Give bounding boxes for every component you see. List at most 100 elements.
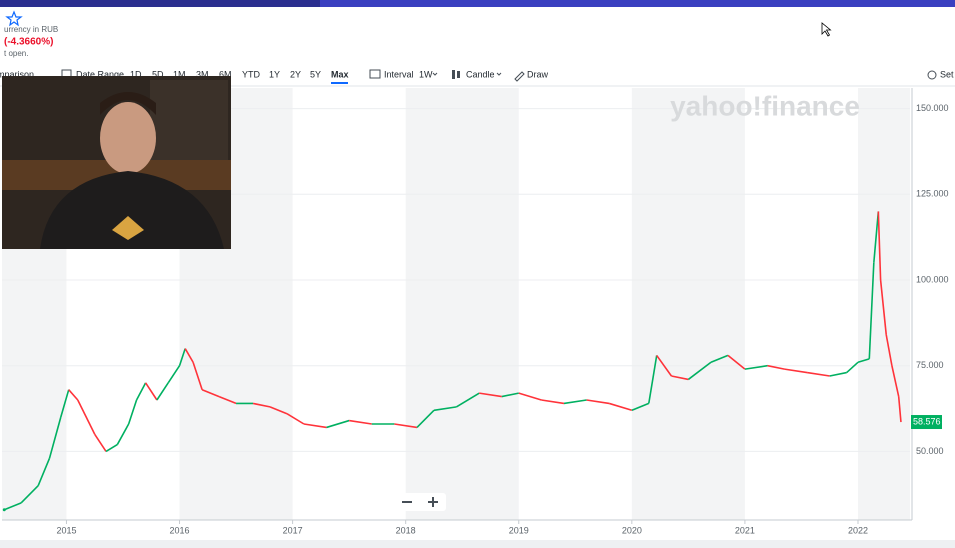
chevron: [496, 72, 502, 76]
y-tick-label: 125.000: [916, 189, 949, 199]
draw-icon: [514, 71, 525, 82]
price-segment: [218, 395, 237, 405]
comparison-button[interactable]: mparison: [0, 69, 34, 79]
y-tick-label: 100.000: [916, 274, 949, 284]
bottom-strip: [0, 540, 955, 548]
chart-type-button[interactable]: Candle: [466, 69, 495, 79]
price-segment: [656, 354, 673, 377]
price-segment: [873, 211, 880, 263]
last-price-label: 58.576: [913, 416, 941, 426]
settings-button[interactable]: Set: [940, 69, 954, 79]
price-segment: [349, 419, 372, 425]
draw-button[interactable]: Draw: [527, 69, 549, 79]
active-underline: [331, 82, 348, 84]
x-tick-label: 2019: [509, 525, 529, 535]
price-segment: [877, 211, 882, 281]
year-band: [631, 88, 745, 520]
settings-icon: [927, 70, 937, 80]
watermark: yahoo!finance: [670, 90, 860, 121]
price-segment: [608, 402, 633, 412]
x-tick-label: 2016: [170, 525, 190, 535]
year-band: [405, 88, 519, 520]
price-segment: [68, 389, 79, 401]
x-tick-label: 2021: [735, 525, 755, 535]
y-tick-label: 150.000: [916, 103, 949, 113]
price-segment: [433, 406, 457, 412]
price-segment: [286, 413, 305, 425]
price-segment: [563, 399, 587, 405]
price-segment: [479, 392, 502, 398]
range-button[interactable]: 6M: [219, 69, 232, 79]
face: [100, 102, 156, 174]
change-percent: (-4.3660%): [4, 37, 53, 48]
price-segment: [586, 399, 610, 405]
hair: [100, 92, 156, 115]
range-button[interactable]: 5D: [152, 69, 164, 79]
zoom-in[interactable]: [428, 497, 438, 507]
x-tick-label: 2018: [396, 525, 416, 535]
price-segment: [648, 355, 658, 404]
interval-icon: [369, 69, 381, 79]
interval-value[interactable]: 1W: [419, 69, 433, 79]
price-segment: [60, 389, 70, 418]
price-segment: [303, 423, 327, 429]
range-button[interactable]: 3M: [196, 69, 209, 79]
price-segment: [326, 419, 350, 429]
price-segment: [3, 502, 22, 511]
price-segment: [269, 406, 288, 415]
price-segment: [77, 399, 96, 435]
range-button[interactable]: 1M: [173, 69, 186, 79]
price-segment: [105, 443, 118, 453]
price-segment: [784, 368, 808, 374]
x-tick-label: 2020: [622, 525, 642, 535]
price-segment: [201, 388, 220, 398]
top-bar: [0, 0, 955, 7]
price-segment: [885, 334, 893, 366]
interval-label[interactable]: Interval: [384, 69, 414, 79]
price-segment: [518, 392, 542, 401]
price-segment: [744, 364, 768, 370]
star-icon[interactable]: [5, 10, 23, 27]
range-button[interactable]: 5Y: [310, 69, 321, 79]
price-segment: [167, 365, 181, 384]
range-button[interactable]: 1D: [130, 69, 142, 79]
price-segment: [48, 416, 62, 459]
price-segment: [897, 396, 902, 423]
price-segment: [829, 371, 847, 377]
range-buttons: 1D 5D 1M 3M 6M YTD 1Y 2Y 5Y Max: [130, 69, 349, 84]
date-range-button[interactable]: Date Range: [76, 69, 124, 79]
price-segment: [144, 382, 158, 401]
price-segment: [631, 402, 650, 412]
shirt: [40, 171, 224, 249]
market-status: t open.: [4, 49, 28, 58]
range-button[interactable]: Max: [331, 69, 349, 79]
range-button[interactable]: 2Y: [290, 69, 301, 79]
x-tick-label: 2017: [283, 525, 303, 535]
currency-note: urrency in RUB: [4, 25, 58, 34]
price-segment: [501, 392, 519, 398]
range-button[interactable]: YTD: [242, 69, 261, 79]
price-segment: [806, 371, 830, 377]
shirt-print: [112, 216, 144, 240]
candle-icon: [452, 70, 455, 79]
price-segment: [178, 348, 186, 366]
mouse-cursor: [821, 22, 832, 37]
chevron: [432, 72, 438, 76]
price-segment: [767, 364, 785, 370]
price-segment: [687, 361, 712, 381]
x-tick-label: 2022: [848, 525, 868, 535]
y-tick-label: 75.000: [916, 360, 944, 370]
price-segment: [116, 423, 130, 445]
candle-icon: [457, 71, 460, 78]
price-segment: [127, 399, 138, 425]
price-segment: [879, 279, 888, 335]
price-segment: [846, 361, 859, 374]
price-segment: [135, 382, 147, 401]
price-segment: [541, 399, 565, 405]
price-segment: [184, 348, 194, 363]
price-segment: [710, 354, 729, 364]
range-button[interactable]: 1Y: [269, 69, 280, 79]
price-segment: [37, 457, 51, 487]
price-segment: [671, 375, 689, 381]
